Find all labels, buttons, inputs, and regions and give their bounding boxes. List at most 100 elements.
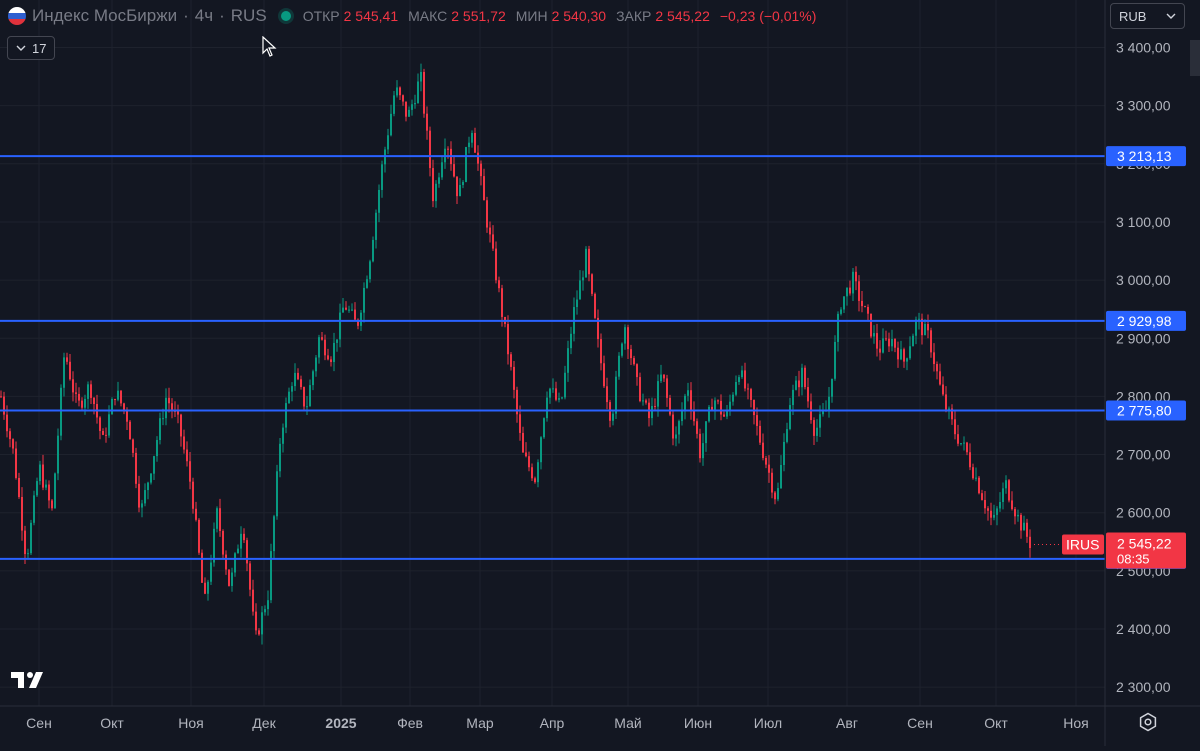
- candle-body: [126, 410, 128, 422]
- x-axis-tick-label: Май: [614, 715, 641, 731]
- candle: [66, 352, 68, 365]
- candle: [282, 423, 284, 453]
- candle: [213, 522, 215, 567]
- candle-body: [966, 442, 968, 453]
- candle: [564, 365, 566, 400]
- candle: [543, 417, 545, 439]
- candle-body: [486, 200, 488, 228]
- candle: [699, 428, 701, 463]
- candle: [576, 290, 578, 315]
- candle: [720, 394, 722, 421]
- candle-body: [519, 414, 521, 433]
- bar-countdown: 08:35: [1117, 552, 1150, 567]
- candle-body: [555, 388, 557, 400]
- candle-body: [957, 434, 959, 444]
- candle-body: [1005, 480, 1007, 489]
- candle: [600, 333, 602, 371]
- candle: [456, 176, 458, 204]
- candle: [879, 340, 881, 361]
- candle: [81, 397, 83, 412]
- candle: [756, 407, 758, 436]
- candle-body: [474, 132, 476, 153]
- candle-body: [111, 398, 113, 415]
- candle: [729, 394, 731, 416]
- candle: [273, 514, 275, 559]
- candle: [417, 73, 419, 104]
- level-label-bg: [1106, 400, 1186, 421]
- candle-body: [852, 271, 854, 294]
- candle-body: [267, 600, 269, 610]
- x-axis-tick-label: Ноя: [1063, 715, 1088, 731]
- symbol-tag: IRUS: [1062, 534, 1104, 555]
- indicators-toggle-button[interactable]: 17: [7, 36, 56, 60]
- candle-body: [402, 95, 404, 102]
- candle-body: [723, 414, 725, 417]
- tradingview-logo-icon[interactable]: [10, 668, 50, 690]
- candle-body: [765, 457, 767, 465]
- candle: [861, 290, 863, 313]
- candle-body: [687, 390, 689, 396]
- candle-body: [885, 338, 887, 340]
- candle: [723, 411, 725, 418]
- candle: [99, 416, 101, 440]
- candle: [24, 525, 26, 565]
- candle-body: [405, 101, 407, 117]
- candle-body: [90, 384, 92, 398]
- candle: [939, 363, 941, 386]
- candle-body: [336, 339, 338, 343]
- scrollbar[interactable]: [1190, 40, 1200, 76]
- candle-body: [93, 397, 95, 405]
- candle: [90, 380, 92, 405]
- candle-body: [798, 380, 800, 388]
- candle-body: [978, 477, 980, 494]
- candle-body: [714, 400, 716, 410]
- candle: [375, 209, 377, 249]
- candle-body: [510, 354, 512, 367]
- candle: [594, 292, 596, 320]
- candle-body: [711, 406, 713, 410]
- candle-body: [651, 405, 653, 419]
- candle-body: [219, 508, 221, 531]
- candle-body: [924, 323, 926, 336]
- candle: [15, 441, 17, 480]
- candle: [948, 406, 950, 420]
- candle-body: [870, 313, 872, 337]
- candle: [999, 492, 1001, 512]
- candle: [489, 221, 491, 243]
- candle-body: [369, 261, 371, 280]
- candle-body: [21, 496, 23, 531]
- candle: [945, 386, 947, 413]
- gear-icon[interactable]: [1138, 712, 1158, 732]
- candle-body: [153, 456, 155, 474]
- candle-body: [708, 406, 710, 422]
- interval-label[interactable]: 4ч: [194, 6, 214, 25]
- candle: [528, 451, 530, 472]
- candle-body: [948, 408, 950, 410]
- candle: [633, 355, 635, 366]
- candle-body: [192, 481, 194, 509]
- candle-body: [912, 335, 914, 347]
- candle-body: [618, 355, 620, 377]
- candle-body: [420, 72, 422, 82]
- candle-body: [132, 439, 134, 453]
- candle: [246, 537, 248, 572]
- candle: [111, 397, 113, 415]
- candle-body: [417, 81, 419, 104]
- candle: [219, 498, 221, 537]
- candle-body: [390, 113, 392, 136]
- candle-body: [276, 471, 278, 517]
- candle: [810, 393, 812, 424]
- candle: [309, 379, 311, 407]
- symbol-name[interactable]: Индекс МосБиржи: [32, 6, 178, 25]
- currency-select[interactable]: RUB: [1110, 3, 1185, 29]
- candle-body: [903, 349, 905, 362]
- candle: [933, 343, 935, 372]
- candle: [150, 472, 152, 485]
- candle: [534, 476, 536, 484]
- y-axis-tick-label: 3 100,00: [1116, 214, 1171, 230]
- candle: [669, 394, 671, 417]
- candle-body: [378, 189, 380, 213]
- candle-body: [828, 396, 830, 411]
